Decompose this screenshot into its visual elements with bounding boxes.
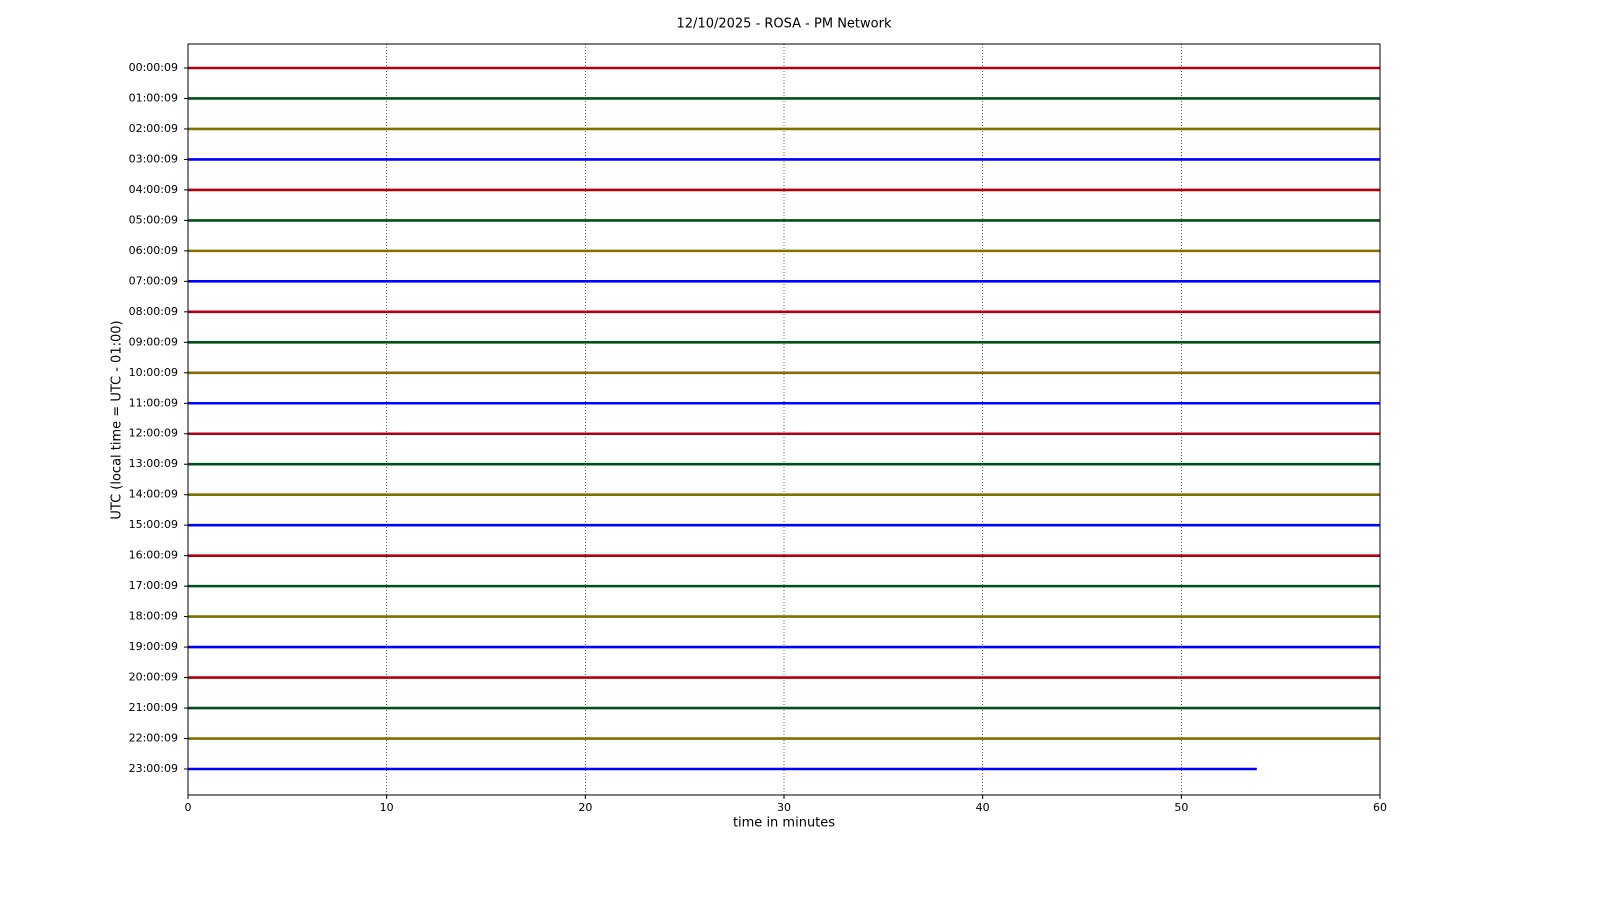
plot-frame <box>187 43 1381 796</box>
y-tick-label: 20:00:09 <box>129 671 178 684</box>
x-axis-label: time in minutes <box>733 816 835 831</box>
chart-title: 12/10/2025 - ROSA - PM Network <box>677 17 892 32</box>
y-tick-label: 04:00:09 <box>129 183 178 196</box>
y-tick-label: 00:00:09 <box>129 61 178 74</box>
y-tick-label: 10:00:09 <box>129 366 178 379</box>
y-tick-label: 13:00:09 <box>129 457 178 470</box>
y-tick-label: 17:00:09 <box>129 579 178 592</box>
x-tick-label: 0 <box>185 801 192 814</box>
x-tick-label: 50 <box>1174 801 1188 814</box>
y-tick-label: 19:00:09 <box>129 640 178 653</box>
x-tick-label: 20 <box>578 801 592 814</box>
y-axis-label: UTC (local time = UTC - 01:00) <box>110 320 125 519</box>
y-tick-label: 11:00:09 <box>129 396 178 409</box>
y-tick-label: 14:00:09 <box>129 488 178 501</box>
y-tick-label: 01:00:09 <box>129 91 178 104</box>
y-tick-label: 15:00:09 <box>129 518 178 531</box>
y-tick-label: 09:00:09 <box>129 335 178 348</box>
x-tick-label: 30 <box>777 801 791 814</box>
y-tick-label: 21:00:09 <box>129 701 178 714</box>
y-tick-label: 12:00:09 <box>129 427 178 440</box>
y-tick-label: 22:00:09 <box>129 732 178 745</box>
y-tick-label: 16:00:09 <box>129 549 178 562</box>
y-tick-label: 08:00:09 <box>129 305 178 318</box>
x-tick-label: 10 <box>380 801 394 814</box>
y-tick-label: 23:00:09 <box>129 762 178 775</box>
x-tick-label: 40 <box>976 801 990 814</box>
y-tick-label: 03:00:09 <box>129 152 178 165</box>
y-tick-label: 06:00:09 <box>129 244 178 257</box>
y-tick-label: 05:00:09 <box>129 213 178 226</box>
x-tick-label: 60 <box>1373 801 1387 814</box>
y-tick-label: 18:00:09 <box>129 610 178 623</box>
y-tick-label: 07:00:09 <box>129 274 178 287</box>
y-tick-label: 02:00:09 <box>129 122 178 135</box>
